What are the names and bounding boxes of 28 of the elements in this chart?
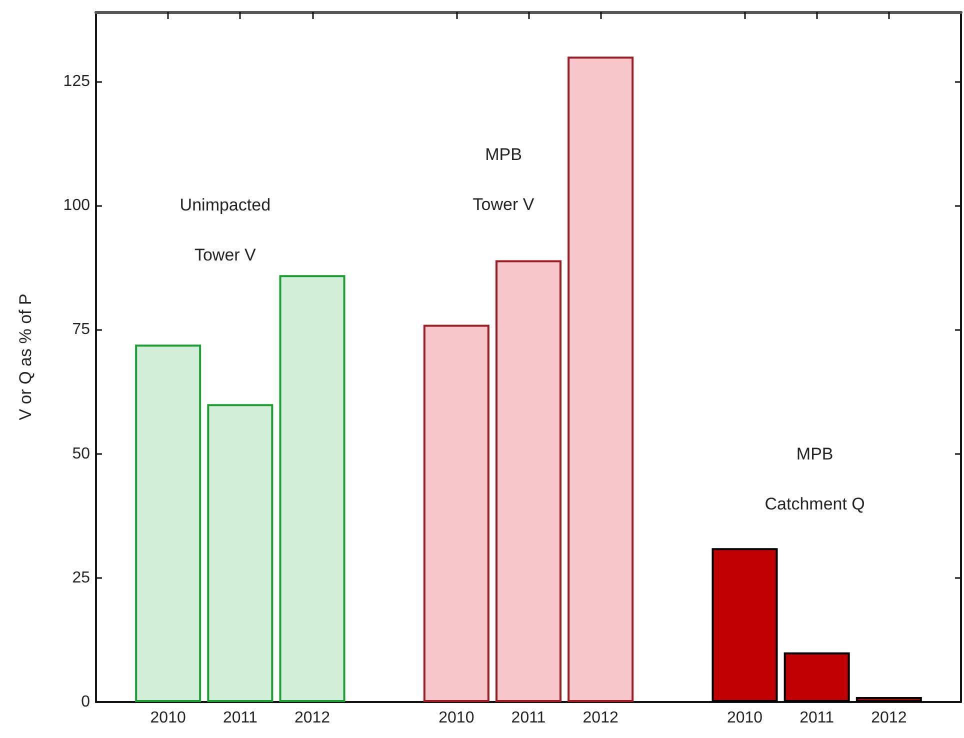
bar bbox=[207, 404, 274, 702]
x-tick-label: 2011 bbox=[511, 710, 546, 726]
y-tick-label: 0 bbox=[81, 694, 90, 710]
y-tick-label: 75 bbox=[72, 321, 90, 338]
x-tick-label: 2012 bbox=[294, 710, 330, 726]
bar bbox=[856, 697, 922, 702]
x-tick-label: 2010 bbox=[726, 710, 763, 726]
bar bbox=[135, 344, 202, 702]
y-axis-title: V or Q as % of P bbox=[16, 294, 35, 420]
y-tick-label: 50 bbox=[72, 445, 90, 462]
y-tick-label: 25 bbox=[72, 569, 90, 586]
x-tick-label: 2010 bbox=[438, 710, 474, 726]
bar bbox=[784, 652, 850, 702]
bar bbox=[712, 548, 778, 702]
y-tick-label: 100 bbox=[63, 197, 90, 214]
x-tick-label: 2011 bbox=[800, 710, 834, 726]
text: Unimpacted Tower V bbox=[180, 196, 271, 265]
x-tick-label: 2012 bbox=[871, 710, 907, 726]
y-tick-label: 125 bbox=[63, 72, 90, 90]
x-tick-label: 2010 bbox=[150, 710, 186, 726]
bar bbox=[423, 324, 490, 702]
x-tick-label: 2012 bbox=[582, 710, 618, 726]
text: MPB Tower V bbox=[472, 145, 534, 214]
x-tick-label: 2011 bbox=[222, 710, 258, 726]
bar bbox=[496, 260, 562, 702]
text: MPB Catchment Q bbox=[764, 444, 865, 514]
bar bbox=[568, 56, 634, 702]
bar bbox=[279, 275, 346, 702]
